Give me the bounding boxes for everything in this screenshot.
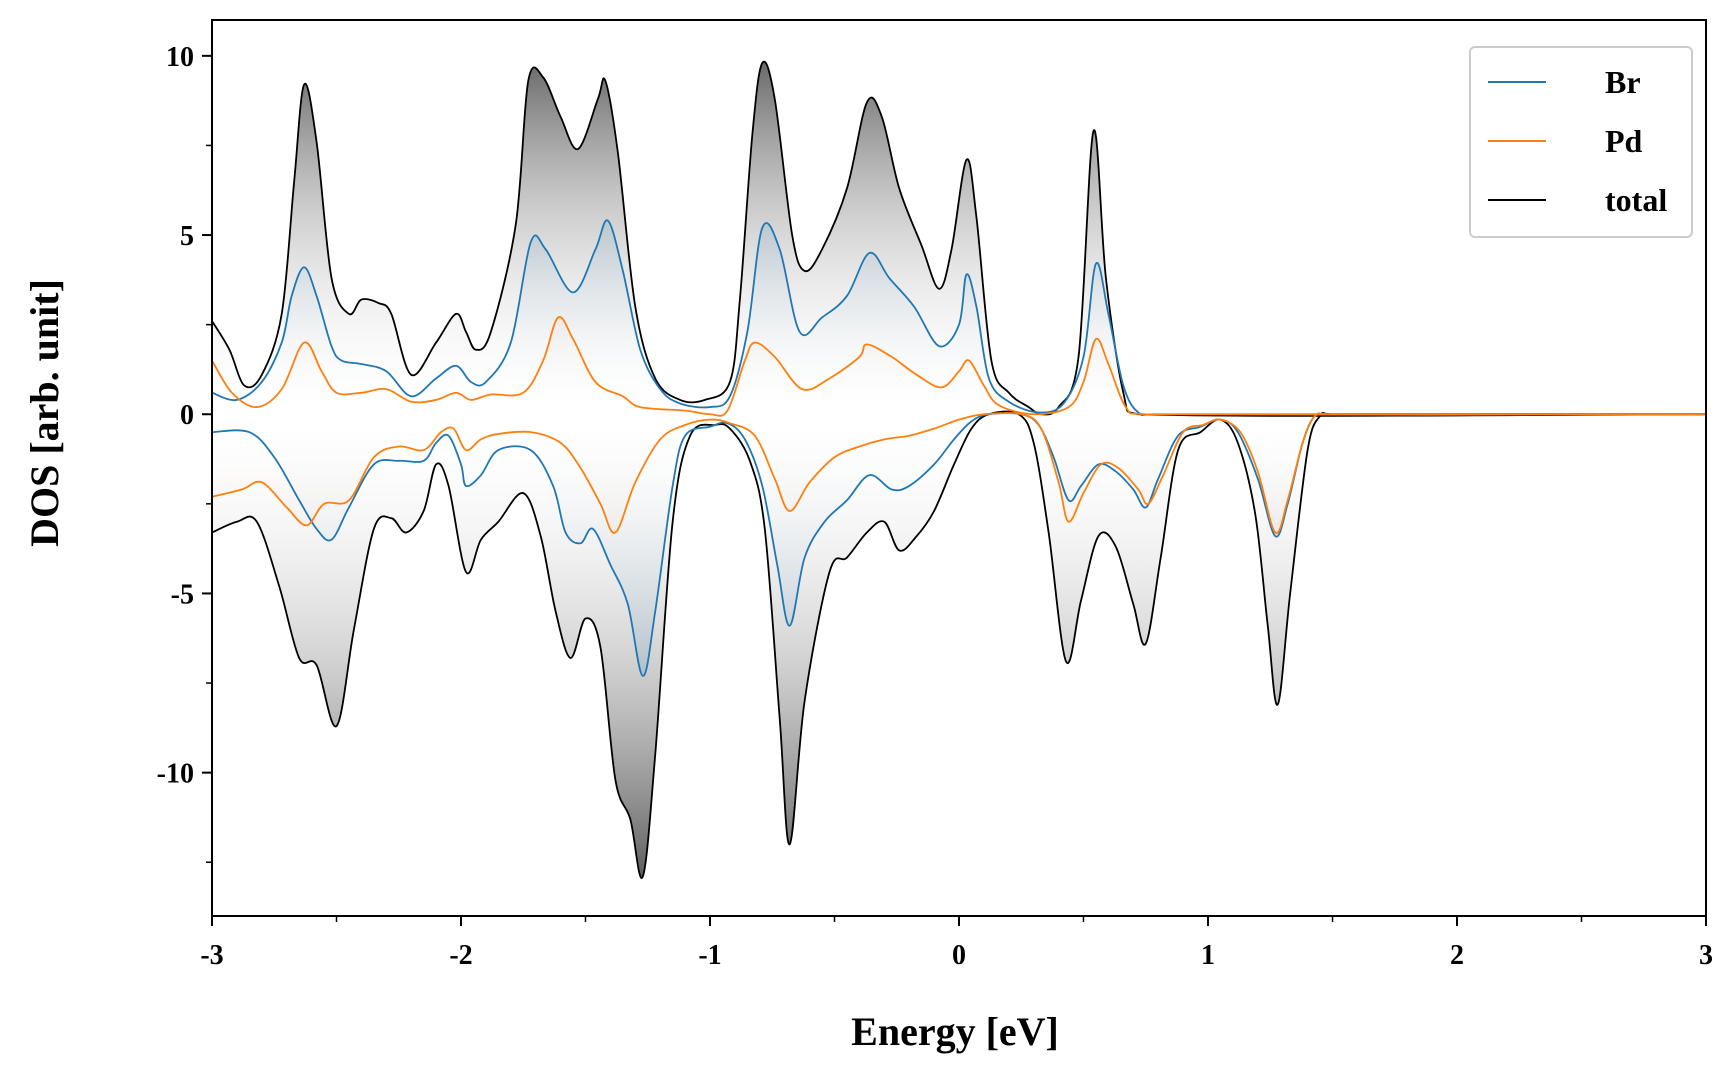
x-tick-label: 0 [952, 940, 966, 971]
y-tick-label: 0 [180, 400, 194, 431]
pd-spin-down-fill [212, 412, 1706, 534]
x-tick-label: -2 [449, 940, 472, 971]
x-tick-label: 2 [1450, 940, 1464, 971]
total-spin-down-fill [212, 411, 1706, 879]
pd-spin-up-line [212, 316, 1706, 417]
total-spin-up-line [212, 60, 1706, 417]
legend-label-br: Br [1605, 64, 1641, 100]
pd-spin-down-line [212, 412, 1706, 535]
br-spin-up-line [212, 219, 1706, 416]
x-tick-label: -1 [698, 940, 721, 971]
plot-area [212, 60, 1706, 879]
legend: Br Pd total [1469, 46, 1693, 238]
y-tick-label: -10 [157, 759, 194, 790]
x-axis-title: Energy [eV] [851, 1009, 1059, 1054]
legend-label-total: total [1605, 182, 1667, 218]
y-tick-label: -5 [171, 579, 194, 610]
pd-spin-up-fill [212, 316, 1706, 416]
y-tick-label: 10 [166, 42, 194, 73]
legend-box [1469, 46, 1693, 238]
x-tick-label: -3 [200, 940, 223, 971]
legend-label-pd: Pd [1605, 123, 1643, 159]
total-spin-down-line [212, 410, 1706, 879]
x-tick-label: 1 [1201, 940, 1215, 971]
y-axis-title: DOS [arb. unit] [22, 279, 67, 547]
br-spin-down-fill [212, 413, 1706, 676]
y-tick-label: 5 [180, 221, 194, 252]
x-tick-label: 3 [1699, 940, 1713, 971]
